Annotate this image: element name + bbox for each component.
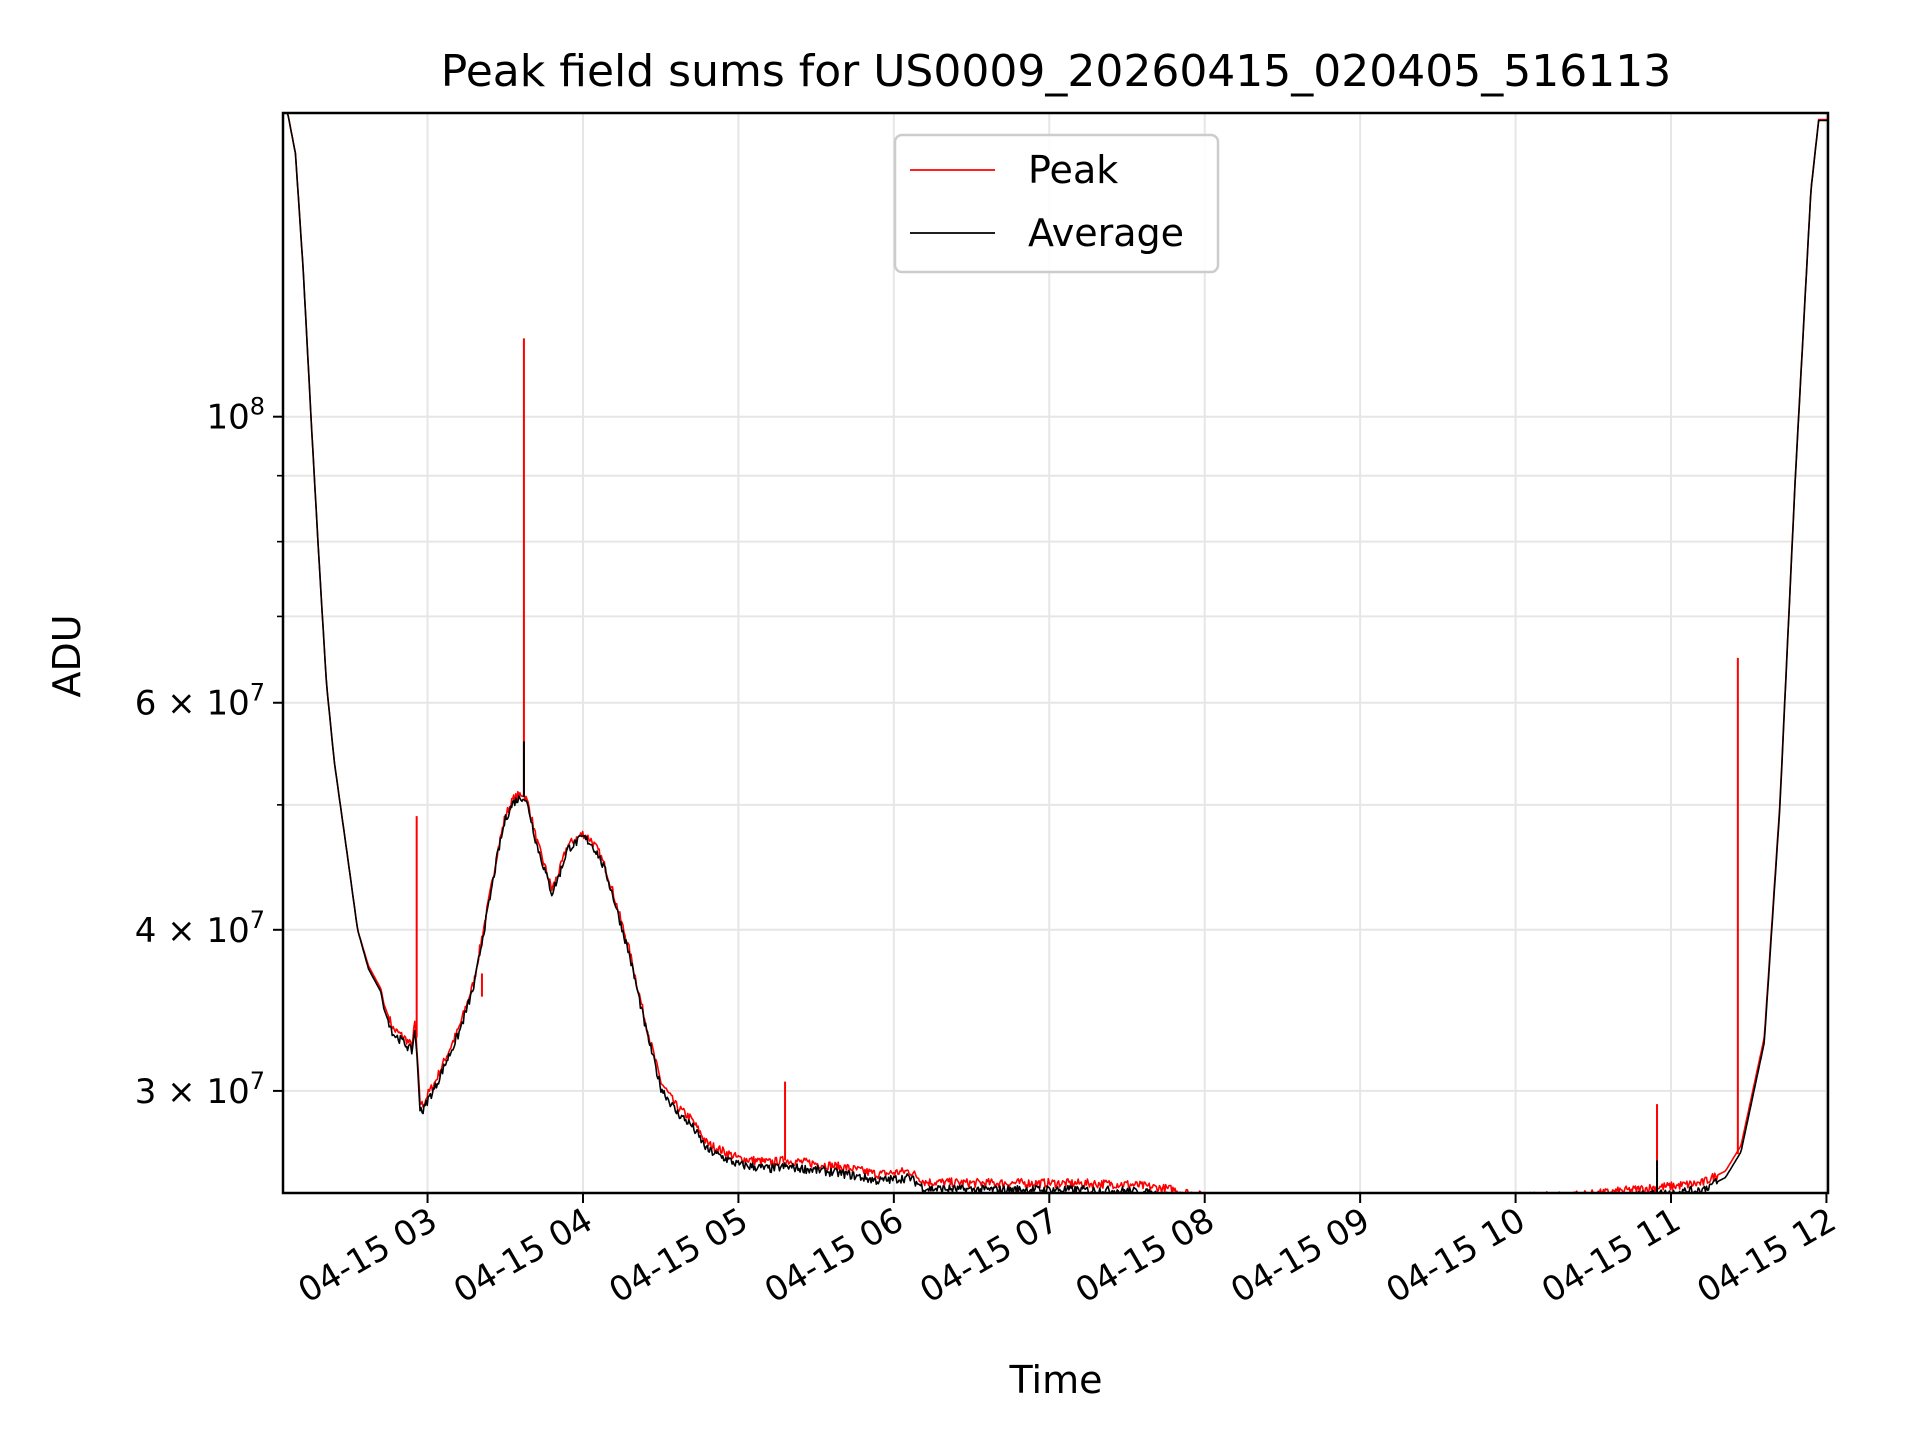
legend-label-peak: Peak [1028,148,1118,192]
y-axis-label: ADU [45,614,89,697]
y-tick-label: 108 [206,393,265,438]
x-axis-label: Time [1009,1358,1103,1402]
legend: Peak Average [893,133,1220,274]
legend-label-average: Average [1028,211,1184,255]
chart-title: Peak field sums for US0009_20260415_0204… [441,46,1671,97]
y-tick-label: 6 × 107 [135,679,265,724]
y-tick-label: 4 × 107 [135,906,265,951]
grid-layer [283,113,1828,1193]
plot-frame [281,111,1830,1195]
y-tick-label: 3 × 107 [135,1067,265,1112]
